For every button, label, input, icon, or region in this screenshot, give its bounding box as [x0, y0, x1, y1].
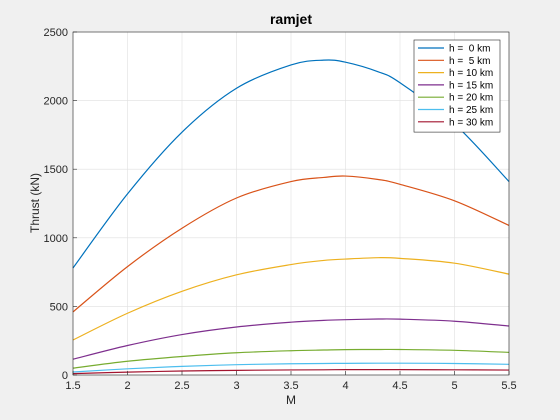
series-line-3 [72, 257, 510, 341]
legend-label: h = 25 km [449, 105, 493, 116]
y-tick-label: 1000 [44, 233, 68, 245]
series-line-2 [72, 175, 510, 313]
legend-label: h = 20 km [449, 93, 493, 104]
x-axis-label: M [286, 393, 296, 407]
legend-label: h = 10 km [449, 68, 493, 79]
x-tick-label: 4 [342, 380, 348, 392]
series-line-5 [72, 348, 510, 369]
series-lines [72, 59, 510, 375]
series-line-7 [72, 369, 510, 375]
x-tick-label: 2.5 [174, 380, 189, 392]
legend: h = 0 kmh = 5 kmh = 10 kmh = 15 km h = 20… [413, 39, 501, 133]
x-tick-label: 5.5 [501, 380, 516, 392]
x-tick-label: 2 [124, 380, 130, 392]
x-tick-label: 4.5 [392, 380, 407, 392]
y-tick-label: 2500 [44, 27, 68, 39]
legend-box [413, 39, 501, 133]
legend-label: h = 15 km [449, 80, 493, 91]
x-tick-label: 5 [451, 380, 457, 392]
legend-label: h = 5 km [449, 56, 490, 67]
y-tick-label: 500 [50, 301, 68, 313]
chart-title: ramjet [270, 11, 312, 27]
axis-ticks: 1.5 2 2.5 3 3.5 4 4.5 5 5.5 0 500 1000 1500 2000 2500 [44, 27, 517, 392]
x-tick-label: 3 [233, 380, 239, 392]
y-axis-label: Thrust (kN) [28, 173, 42, 233]
x-tick-label: 3.5 [283, 380, 298, 392]
legend-label: h = 30 km [449, 117, 493, 128]
series-line-4 [72, 318, 510, 360]
y-tick-label: 2000 [44, 96, 68, 108]
x-tick-label: 1.5 [65, 380, 80, 392]
y-tick-label: 1500 [44, 164, 68, 176]
legend-label: h = 0 km [449, 44, 490, 55]
series-line-6 [72, 362, 510, 373]
y-tick-label: 0 [62, 370, 68, 382]
